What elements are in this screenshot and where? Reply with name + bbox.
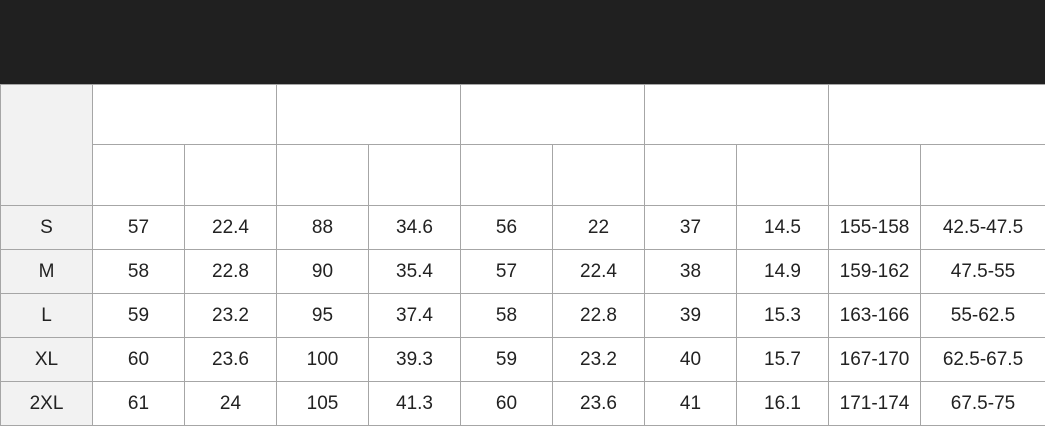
table-cell: 58: [93, 250, 185, 294]
table-cell: 40: [645, 338, 737, 382]
table-cell: 88: [277, 206, 369, 250]
table-cell: 22.4: [553, 250, 645, 294]
table-cell: 67.5-75: [921, 382, 1045, 426]
table-cell: 22.8: [185, 250, 277, 294]
table-cell: 60: [93, 338, 185, 382]
table-cell: 60: [461, 382, 553, 426]
table-cell: 16.1: [737, 382, 829, 426]
table-cell: 100: [277, 338, 369, 382]
size-chart-table: S 57 22.4 88 34.6 56 22 37 14.5 155-158 …: [0, 84, 1045, 426]
table-cell: 39: [645, 294, 737, 338]
table-cell: 57: [93, 206, 185, 250]
size-label: L: [1, 294, 93, 338]
table-cell: 171-174: [829, 382, 921, 426]
table-cell: 37.4: [369, 294, 461, 338]
group-header-cell: [277, 85, 461, 145]
table-cell: 61: [93, 382, 185, 426]
table-cell: 55-62.5: [921, 294, 1045, 338]
size-label: XL: [1, 338, 93, 382]
table-cell: 155-158: [829, 206, 921, 250]
table-cell: 90: [277, 250, 369, 294]
table-cell: 23.2: [185, 294, 277, 338]
group-header-cell: [829, 85, 1045, 145]
header-bar: [0, 0, 1045, 84]
table-cell: 35.4: [369, 250, 461, 294]
unit-header-cell: [461, 145, 553, 206]
table-cell: 57: [461, 250, 553, 294]
unit-header-cell: [277, 145, 369, 206]
size-label: S: [1, 206, 93, 250]
unit-header-cell: [921, 145, 1045, 206]
table-cell: 58: [461, 294, 553, 338]
table-cell: 22.8: [553, 294, 645, 338]
table-cell: 59: [93, 294, 185, 338]
group-header-cell: [645, 85, 829, 145]
size-label: 2XL: [1, 382, 93, 426]
table-cell: 41.3: [369, 382, 461, 426]
unit-header-cell: [553, 145, 645, 206]
table-cell: 23.6: [553, 382, 645, 426]
group-header-cell: [461, 85, 645, 145]
table-row: S 57 22.4 88 34.6 56 22 37 14.5 155-158 …: [1, 206, 1045, 250]
table-row: XL 60 23.6 100 39.3 59 23.2 40 15.7 167-…: [1, 338, 1045, 382]
table-cell: 42.5-47.5: [921, 206, 1045, 250]
table-cell: 59: [461, 338, 553, 382]
unit-header-cell: [369, 145, 461, 206]
table-cell: 39.3: [369, 338, 461, 382]
table-row: M 58 22.8 90 35.4 57 22.4 38 14.9 159-16…: [1, 250, 1045, 294]
unit-header-cell: [93, 145, 185, 206]
table-cell: 15.3: [737, 294, 829, 338]
table-cell: 95: [277, 294, 369, 338]
table-row: 2XL 61 24 105 41.3 60 23.6 41 16.1 171-1…: [1, 382, 1045, 426]
unit-header-cell: [737, 145, 829, 206]
group-header-cell: [93, 85, 277, 145]
unit-header-row: [1, 145, 1045, 206]
table-row: L 59 23.2 95 37.4 58 22.8 39 15.3 163-16…: [1, 294, 1045, 338]
unit-header-cell: [645, 145, 737, 206]
unit-header-cell: [185, 145, 277, 206]
table-cell: 105: [277, 382, 369, 426]
table-cell: 24: [185, 382, 277, 426]
table-cell: 34.6: [369, 206, 461, 250]
table-cell: 47.5-55: [921, 250, 1045, 294]
group-header-row: [1, 85, 1045, 145]
table-cell: 23.2: [553, 338, 645, 382]
table-cell: 14.5: [737, 206, 829, 250]
unit-header-cell: [829, 145, 921, 206]
table-cell: 38: [645, 250, 737, 294]
table-cell: 167-170: [829, 338, 921, 382]
table-cell: 22: [553, 206, 645, 250]
table-cell: 15.7: [737, 338, 829, 382]
table-cell: 14.9: [737, 250, 829, 294]
table-cell: 41: [645, 382, 737, 426]
corner-header-cell: [1, 85, 93, 206]
size-label: M: [1, 250, 93, 294]
table-cell: 62.5-67.5: [921, 338, 1045, 382]
table-cell: 159-162: [829, 250, 921, 294]
table-cell: 23.6: [185, 338, 277, 382]
table-cell: 37: [645, 206, 737, 250]
table-cell: 56: [461, 206, 553, 250]
table-cell: 163-166: [829, 294, 921, 338]
table-cell: 22.4: [185, 206, 277, 250]
